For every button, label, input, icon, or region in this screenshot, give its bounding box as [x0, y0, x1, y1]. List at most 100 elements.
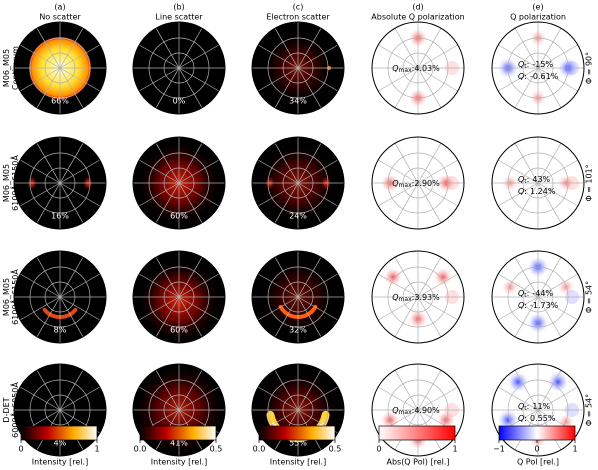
q-symbol: Q	[518, 72, 524, 81]
fraction: 55%	[289, 439, 307, 448]
colorbar	[498, 425, 576, 441]
panel-border	[132, 363, 226, 457]
column-title: No scatter	[39, 13, 81, 22]
colorbar-tick-label: 0	[376, 445, 381, 454]
grid-spoke	[497, 273, 579, 321]
fraction: 32%	[289, 326, 307, 335]
q-sep: :	[527, 60, 530, 69]
q-symbol: Q	[392, 293, 398, 302]
polar-panel: 8%	[13, 250, 107, 344]
panel-border	[251, 250, 345, 344]
panel-border	[13, 21, 107, 115]
q: Q: 0.55%	[518, 414, 556, 423]
q-sep: :	[524, 187, 527, 196]
panel-border	[132, 21, 226, 115]
colorbar-tick-label: 0	[18, 445, 23, 454]
colorbar	[258, 425, 336, 441]
colorbar-tick-label: 1	[452, 445, 457, 454]
q-symbol: Q	[392, 406, 398, 415]
q-sub: max	[399, 67, 413, 74]
grid-spoke	[19, 273, 101, 321]
emission	[437, 411, 455, 429]
fraction: 41%	[170, 439, 188, 448]
panel-border	[371, 136, 465, 230]
row-label-line: D-DET	[2, 397, 11, 422]
panel-border	[491, 136, 585, 230]
grid-spoke	[497, 44, 579, 92]
panel-border	[251, 21, 345, 115]
q-max: Qmax:3.93%	[392, 293, 440, 303]
q-value: 0.55%	[530, 414, 556, 423]
colorbar-label: Q Pol [rel.]	[517, 458, 559, 467]
grid-spoke	[377, 273, 459, 321]
q-max: Qmax:4.03%	[392, 64, 440, 74]
polar-panel: 34%	[251, 21, 345, 115]
panel-border	[491, 21, 585, 115]
polar-panel	[371, 136, 465, 230]
panel-border	[491, 363, 585, 457]
colorbar	[20, 425, 98, 441]
q-sep: :	[527, 289, 530, 298]
panel-border	[371, 21, 465, 115]
grid-spoke	[19, 44, 101, 92]
grid-spoke	[138, 44, 220, 92]
fraction: 34%	[289, 97, 307, 106]
polar-panel: 24%	[251, 136, 345, 230]
colorbar-tick-label: 1	[572, 445, 577, 454]
fraction: 60%	[170, 212, 188, 221]
colorbar-tick-label: 0.0	[253, 445, 266, 454]
panel-border	[371, 250, 465, 344]
q: Q: -0.61%	[518, 72, 559, 81]
row-label-line: M06_M05	[2, 164, 11, 202]
grid-spoke	[138, 159, 220, 207]
grid-spoke	[377, 44, 459, 92]
q-sub: t	[524, 178, 527, 185]
polar-panel: 66%	[13, 21, 107, 115]
colorbar	[378, 425, 456, 441]
colorbar-tick-label: 0.5	[329, 445, 342, 454]
colorbar-label: Intensity [rel.]	[151, 458, 207, 467]
q-max-value: 4.03%	[414, 64, 440, 73]
panel-border	[491, 250, 585, 344]
q-symbol: Q	[392, 64, 398, 73]
emission	[508, 372, 528, 392]
q-symbol: Q	[518, 187, 524, 196]
q-max-value: 2.90%	[414, 179, 440, 188]
polar-panel	[491, 21, 585, 115]
q-max-value: 3.93%	[414, 293, 440, 302]
q-sub: max	[399, 296, 413, 303]
colorbar-tick-label: 1	[94, 445, 99, 454]
emission	[381, 411, 399, 429]
q-sub: t	[524, 63, 527, 70]
q-value: -1.73%	[530, 301, 559, 310]
column-letter: (b)	[173, 3, 184, 12]
panel-border	[132, 250, 226, 344]
q-symbol: Q	[392, 179, 398, 188]
q-symbol: Q	[518, 175, 524, 184]
q-t: Qt: -44%	[518, 289, 553, 299]
phi-label: Φ = 90°	[585, 52, 594, 84]
q-sep: :	[524, 301, 527, 310]
column-letter: (a)	[54, 3, 65, 12]
q-symbol: Q	[518, 301, 524, 310]
panel-border	[13, 250, 107, 344]
polar-panel	[371, 21, 465, 115]
polar-panel	[491, 136, 585, 230]
polar-panel: 32%	[251, 250, 345, 344]
colorbar-label: Intensity [rel.]	[32, 458, 88, 467]
emission	[384, 268, 402, 286]
polar-panel: 60%	[132, 136, 226, 230]
polar-panel	[371, 250, 465, 344]
q-t-value: -15%	[532, 60, 553, 69]
q-sep: :	[524, 72, 527, 81]
q-sub: t	[524, 405, 527, 412]
row-label-line: M06_M05	[2, 49, 11, 87]
column-title: Absolute Q polarization	[371, 13, 464, 22]
q-max-value: 4.90%	[414, 406, 440, 415]
q-t: Qt: 11%	[518, 402, 551, 412]
q-sep: :	[412, 293, 415, 302]
polar-panel: 4%	[13, 363, 107, 457]
colorbar-label: Abs(Q Pol) [rel.]	[386, 458, 449, 467]
panel-image	[384, 268, 459, 328]
